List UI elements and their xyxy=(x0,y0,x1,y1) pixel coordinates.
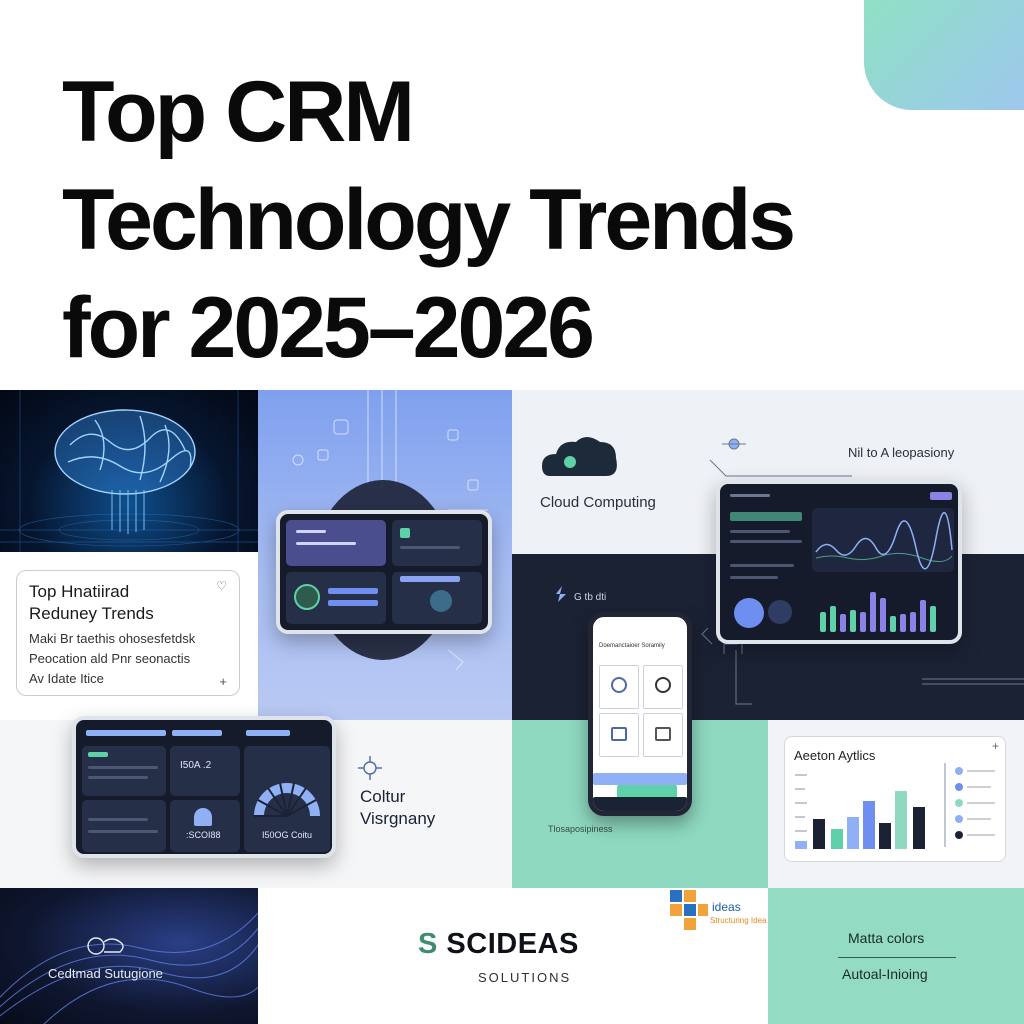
brand-mark: S xyxy=(418,928,438,960)
divider xyxy=(838,957,956,958)
cloud-icon xyxy=(542,437,852,477)
plus-icon[interactable]: + xyxy=(991,739,999,753)
mint-caption: Tlosaposipiness xyxy=(548,824,613,834)
heart-icon[interactable]: ♡ xyxy=(216,579,227,593)
ai-brain-panel xyxy=(0,390,258,552)
middle-label: Coltur Visrgnany xyxy=(360,786,435,830)
trend-card-body-2: Peocation ald Pnr seonactis xyxy=(29,651,191,666)
trend-card: Top Hnatiirad Reduney Trends Maki Br tae… xyxy=(16,570,240,696)
analytics-card: + xyxy=(784,736,1006,862)
fan-chart-icon xyxy=(254,782,320,817)
dashboard-tablet-middle: I50A .2 :SCOI88 I50OG Coitu xyxy=(72,716,336,858)
tile-value-2: :SCOI88 xyxy=(186,830,221,840)
mint-bottom-line-2: Autoal-Inioing xyxy=(842,966,928,982)
mobile-phone: Doemanctaioer Soramily xyxy=(588,612,692,816)
partner-name: ideas xyxy=(712,900,741,914)
trend-card-title-2: Reduney Trends xyxy=(29,604,154,623)
dashboard-tablet-analytics xyxy=(716,480,962,644)
mint-bottom-panel xyxy=(768,888,1024,1024)
wave-label: Cedtmad Sutugione xyxy=(48,966,163,981)
trend-card-body-1: Maki Br taethis ohosesfetdsk xyxy=(29,631,196,646)
trend-card-body-3: Av Idate Itice xyxy=(29,671,104,686)
page-title: Top CRM Technology Trends for 2025–2026 xyxy=(62,58,1022,382)
plus-icon[interactable]: + xyxy=(219,674,227,689)
corner-gradient-shape xyxy=(864,0,1024,110)
brand-logo: S SCIDEAS xyxy=(418,928,579,961)
mint-bottom-line-1: Matta colors xyxy=(848,930,925,946)
title-line-2: Technology Trends xyxy=(62,172,796,268)
middle-label-line-1: Coltur xyxy=(360,787,406,806)
line-chart-icon xyxy=(815,512,953,570)
bar-chart-icon xyxy=(795,763,995,849)
cloud-computing-label: Cloud Computing xyxy=(540,494,656,511)
brand-name: SCIDEAS xyxy=(446,928,579,960)
navy-strip-label: G tb dti xyxy=(574,592,607,603)
middle-label-line-2: Visrgnany xyxy=(360,809,436,828)
dashboard-tablet-blue xyxy=(276,510,492,634)
tile-value-3: I50OG Coitu xyxy=(262,830,313,840)
logo-panel xyxy=(258,888,768,1024)
brain-icon xyxy=(0,390,258,552)
partner-tagline: Structuring Idea xyxy=(710,916,767,925)
title-line-1: Top CRM xyxy=(62,64,415,160)
connector-lines-icon xyxy=(556,586,1024,705)
brand-sub: SOLUTIONS xyxy=(478,970,572,985)
analytics-title: Aeeton Aytlics xyxy=(794,748,876,763)
tile-value-1: I50A .2 xyxy=(180,760,212,771)
trend-card-title-1: Top Hnatiirad xyxy=(29,582,130,601)
node-icon xyxy=(358,756,382,780)
wave-panel xyxy=(0,888,258,1024)
cube-logo-icon xyxy=(670,890,708,930)
cloud-side-label: Nil to A leopasiony xyxy=(848,445,955,460)
title-line-3: for 2025–2026 xyxy=(62,280,595,376)
wave-lines-icon xyxy=(0,912,258,1024)
phone-title: Doemanctaioer Soramily xyxy=(599,643,665,649)
